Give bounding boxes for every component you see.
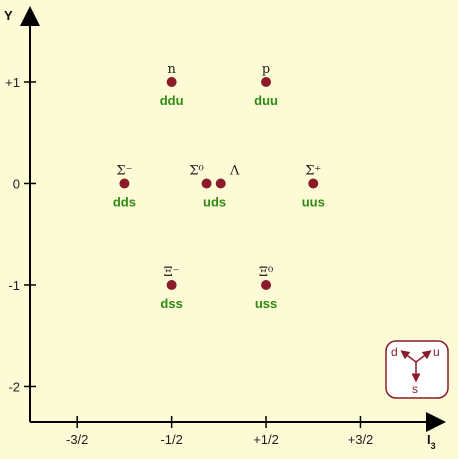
x-axis-label: I3 <box>427 432 436 451</box>
x-axis-label-main: I <box>427 432 431 447</box>
particle-name-3: Σ⁰ <box>189 163 203 178</box>
particle-name-1: p <box>262 62 270 77</box>
particle-point-4 <box>215 178 226 189</box>
quark-label-3: uds <box>203 194 226 209</box>
quark-legend: d u s <box>385 340 449 399</box>
particle-name-0: n <box>167 62 176 77</box>
x-tick-label-2: +1/2 <box>253 432 279 447</box>
ticks: -3/2 -1/2 +1/2 +3/2 +1 0 -1 -2 <box>5 75 373 447</box>
particle-point-3 <box>201 178 212 189</box>
x-tick-label-1: -1/2 <box>160 432 182 447</box>
legend-label-s: s <box>412 382 418 396</box>
d-arrow-icon <box>400 350 417 363</box>
quark-label-7: uss <box>255 296 277 311</box>
particle-points: n ddu p duu Σ⁻ dds Σ⁰ uds Λ Σ⁺ uus Ξ⁻ dss Ξ⁰ uss <box>113 62 325 311</box>
quark-label-5: uus <box>302 194 325 209</box>
particle-name-5: Σ⁺ <box>305 163 321 178</box>
y-tick-label-1: 0 <box>13 176 20 191</box>
y-tick-label-2: -1 <box>8 278 20 293</box>
legend-label-u: u <box>433 345 440 359</box>
legend-label-d: d <box>391 345 398 359</box>
particle-name-2: Σ⁻ <box>116 163 132 178</box>
particle-point-1 <box>261 76 272 87</box>
x-axis-label-subscript: 3 <box>431 441 436 451</box>
particle-point-7 <box>261 279 272 290</box>
particle-name-7: Ξ⁰ <box>259 265 273 280</box>
quark-label-2: dds <box>113 194 136 209</box>
x-tick-label-0: -3/2 <box>66 432 88 447</box>
particle-point-5 <box>308 178 319 189</box>
particle-name-6: Ξ⁻ <box>164 265 180 280</box>
y-tick-label-3: -2 <box>8 379 20 394</box>
x-tick-label-3: +3/2 <box>348 432 374 447</box>
u-arrow-icon <box>415 350 432 363</box>
quark-label-0: ddu <box>160 93 184 108</box>
y-axis-label: Y <box>4 8 13 23</box>
quark-label-1: duu <box>254 93 278 108</box>
particle-point-2 <box>119 178 130 189</box>
particle-point-0 <box>166 76 177 87</box>
particle-name-4: Λ <box>229 163 240 178</box>
particle-point-6 <box>166 279 177 290</box>
y-tick-label-0: +1 <box>5 75 20 90</box>
quark-label-6: dss <box>160 296 182 311</box>
